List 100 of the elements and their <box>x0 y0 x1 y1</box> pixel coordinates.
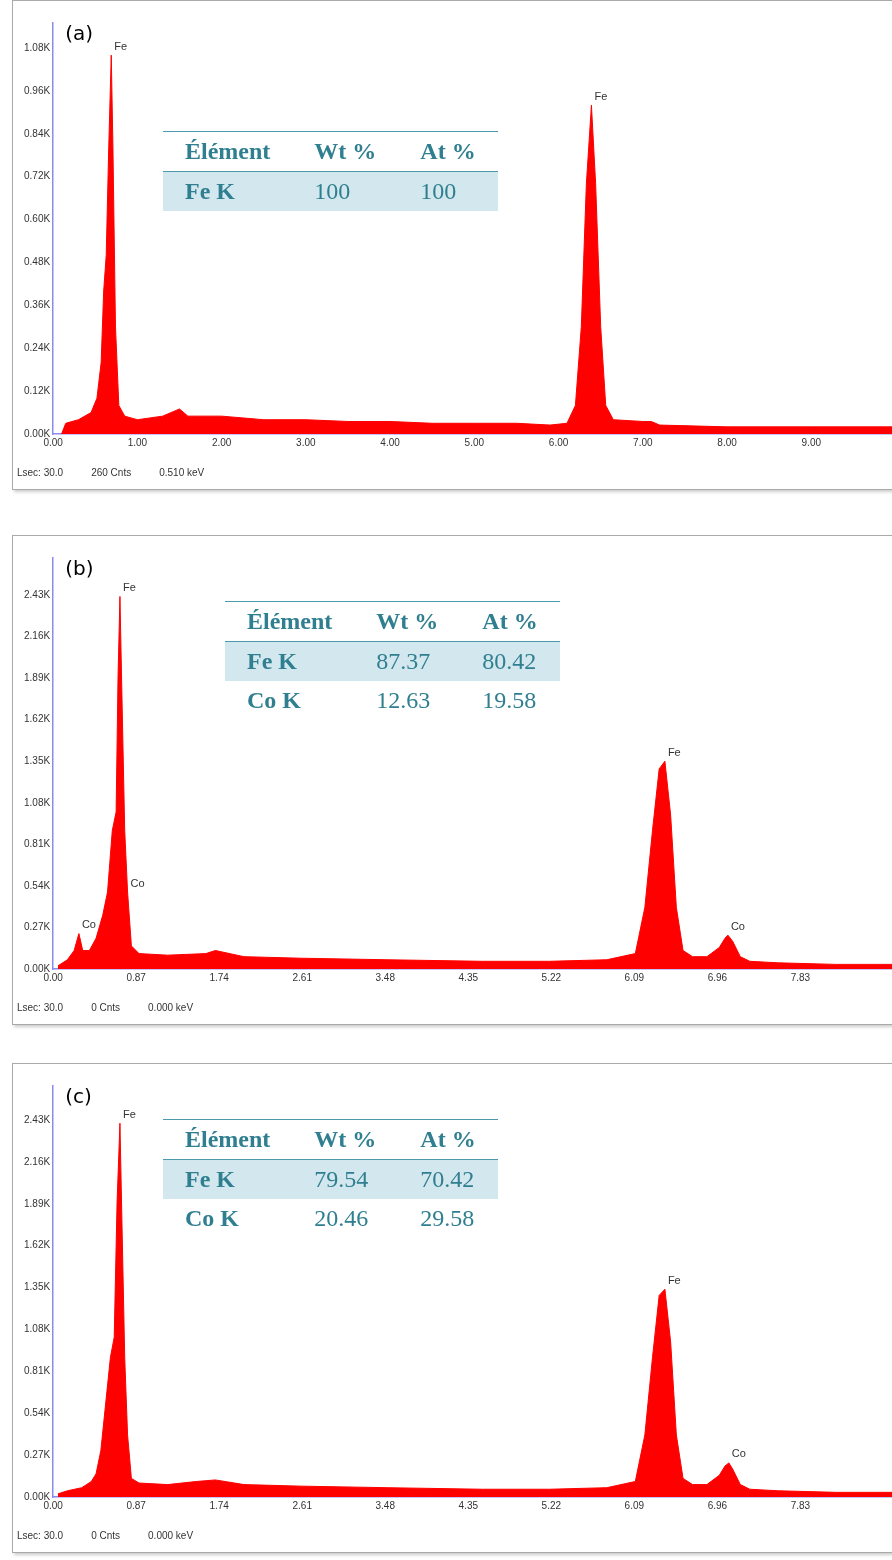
y-tick-label: 1.89K <box>23 1197 51 1209</box>
annotation: 87.37 <box>354 641 461 681</box>
annotation: 100 <box>398 171 498 211</box>
x-tick-label: 0.00 <box>43 1499 64 1511</box>
annotation: Wt % <box>354 601 461 642</box>
x-tick-label: 8.00 <box>717 436 738 448</box>
text: 260 Cnts <box>91 467 132 478</box>
y-tick-label: 0.27K <box>23 1448 51 1460</box>
y-tick-label: 0.24K <box>23 341 51 353</box>
annotation: Co <box>130 876 145 889</box>
y-tick-label: 1.08K <box>23 41 51 53</box>
x-tick-label: 3.00 <box>296 436 317 448</box>
annotation: Élément <box>225 601 355 642</box>
x-tick-label: 1.74 <box>209 1499 230 1511</box>
annotation: Fe <box>114 39 128 52</box>
y-tick-label: 0.12K <box>23 384 51 396</box>
x-tick-label: 4.35 <box>458 971 479 983</box>
annotation: Fe <box>667 1273 681 1286</box>
annotation: Co K <box>246 686 302 715</box>
y-tick-label: 0.27K <box>23 921 51 933</box>
x-tick-label: 7.83 <box>790 1499 811 1511</box>
y-tick-label: 0.54K <box>23 879 51 891</box>
annotation: Élément <box>163 131 293 172</box>
annotation: 19.58 <box>481 686 538 715</box>
annotation: Co <box>81 918 96 931</box>
annotation: Fe <box>122 581 136 594</box>
annotation: 100 <box>292 171 399 211</box>
y-tick-label: 1.89K <box>23 671 51 683</box>
x-tick-label: 9.00 <box>801 436 822 448</box>
chart-title: (b) <box>65 556 94 581</box>
y-tick-label: 1.35K <box>23 1281 51 1293</box>
y-tick-label: 0.00K <box>23 1490 51 1502</box>
annotation: Fe <box>667 745 681 758</box>
x-tick-label: 5.22 <box>541 971 562 983</box>
text: Lsec: 30.0 <box>17 467 64 478</box>
x-tick-label: 6.00 <box>548 436 569 448</box>
y-tick-label: 2.43K <box>23 588 51 600</box>
y-tick-label: 2.43K <box>23 1113 51 1125</box>
annotation: At % <box>398 131 498 172</box>
x-tick-label: 0.87 <box>126 971 147 983</box>
x-tick-label: 4.35 <box>458 1499 479 1511</box>
text: Lsec: 30.0 <box>17 1530 64 1541</box>
y-tick-label: 2.16K <box>23 630 51 642</box>
y-tick-label: 0.81K <box>23 1365 51 1377</box>
annotation: Wt % <box>292 1119 399 1160</box>
y-tick-label: 0.54K <box>23 1407 51 1418</box>
y-tick-label: 0.00K <box>23 962 51 974</box>
text: 0 Cnts <box>91 1002 121 1013</box>
annotation: Co <box>730 919 745 932</box>
y-tick-label: 0.00K <box>23 427 51 439</box>
x-tick-label: 1.00 <box>127 436 148 448</box>
y-tick-label: 0.81K <box>23 838 51 850</box>
chart-title: (a) <box>65 21 94 46</box>
chart-title: (c) <box>65 1084 92 1109</box>
x-tick-label: 3.48 <box>375 1499 396 1511</box>
x-tick-label: 5.00 <box>464 436 485 448</box>
annotation: 79.54 <box>292 1159 399 1199</box>
annotation: At % <box>398 1119 498 1160</box>
x-tick-label: 6.96 <box>707 971 728 983</box>
x-tick-label: 6.09 <box>624 971 645 983</box>
annotation: 20.46 <box>313 1204 370 1233</box>
annotation: 70.42 <box>398 1159 498 1199</box>
x-tick-label: 2.61 <box>292 971 313 983</box>
annotation: 12.63 <box>375 686 432 715</box>
text: Lsec: 30.0 <box>17 1002 64 1013</box>
x-tick-label: 3.48 <box>375 971 396 983</box>
text: 0.000 keV <box>148 1530 194 1541</box>
text: 0.510 keV <box>159 467 205 478</box>
text: 0.000 keV <box>148 1002 194 1013</box>
x-tick-label: 4.00 <box>380 436 401 448</box>
y-tick-label: 1.08K <box>23 1323 51 1335</box>
y-tick-label: 0.84K <box>23 127 51 139</box>
annotation: Wt % <box>292 131 399 172</box>
y-tick-label: 1.62K <box>23 713 51 725</box>
x-tick-label: 6.96 <box>707 1499 728 1511</box>
annotation: Fe K <box>225 641 355 681</box>
x-tick-label: 6.09 <box>624 1499 645 1511</box>
x-tick-label: 7.00 <box>633 436 653 448</box>
annotation: Fe K <box>163 1159 293 1199</box>
x-tick-label: 0.00 <box>43 436 64 448</box>
annotation: Fe <box>122 1107 136 1120</box>
annotation: Fe <box>594 89 608 102</box>
text: 0 Cnts <box>91 1530 121 1541</box>
y-tick-label: 0.96K <box>23 84 51 96</box>
y-tick-label: 0.72K <box>23 170 51 182</box>
x-tick-label: 2.61 <box>292 1499 313 1511</box>
x-tick-label: 1.74 <box>209 971 230 983</box>
annotation: 80.42 <box>460 641 560 681</box>
annotation: Co K <box>184 1204 240 1233</box>
annotation: 29.58 <box>419 1204 476 1233</box>
x-tick-label: 2.00 <box>211 436 232 448</box>
y-tick-label: 1.35K <box>23 754 51 766</box>
x-tick-label: 5.22 <box>541 1499 562 1511</box>
annotation: Fe K <box>163 171 293 211</box>
y-tick-label: 0.60K <box>23 213 51 225</box>
y-tick-label: 2.16K <box>23 1155 51 1167</box>
annotation: Co <box>731 1447 746 1460</box>
y-tick-label: 1.08K <box>23 796 51 808</box>
y-tick-label: 0.36K <box>23 299 51 311</box>
x-tick-label: 0.00 <box>43 971 64 983</box>
